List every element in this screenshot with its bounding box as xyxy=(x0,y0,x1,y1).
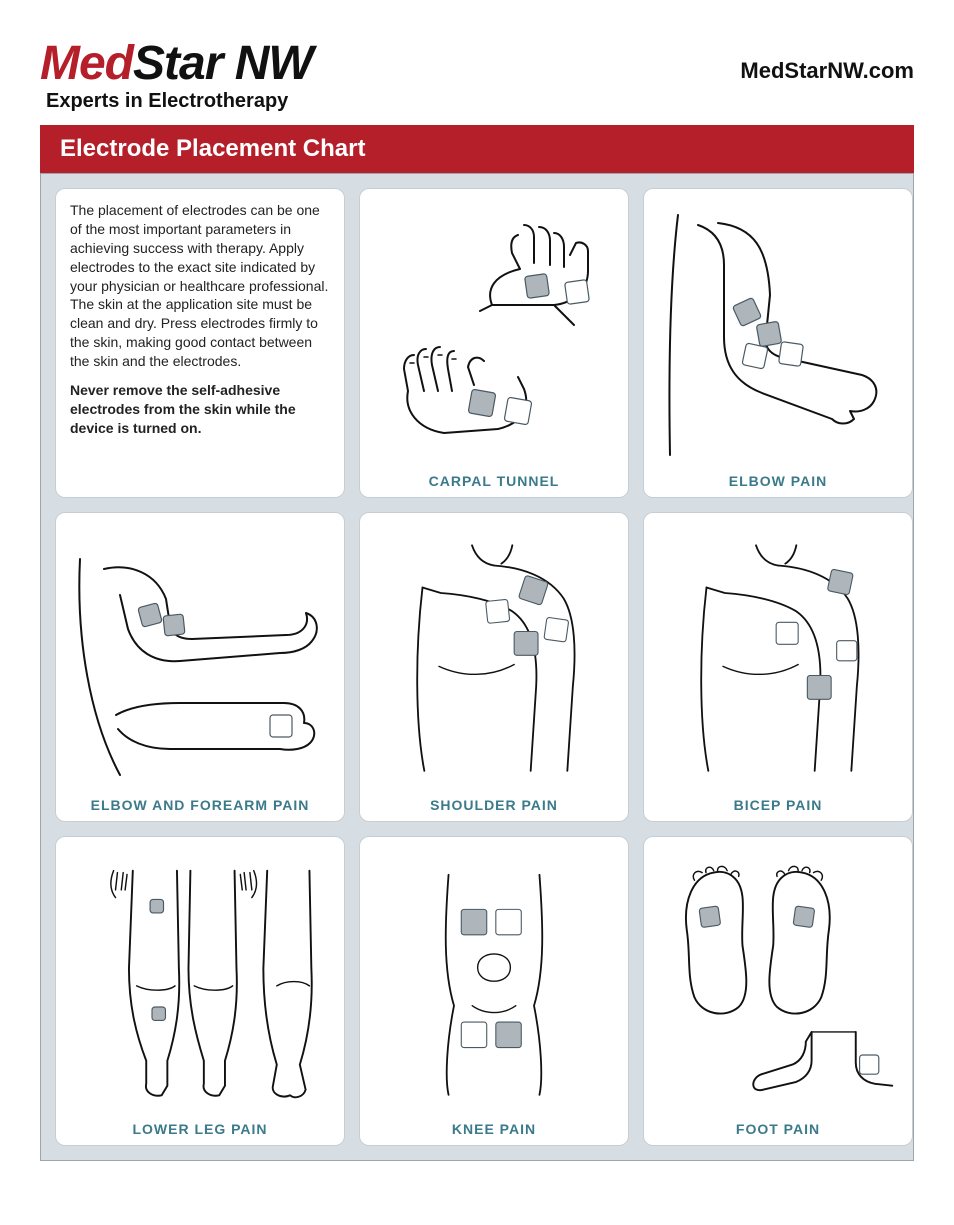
bicep-icon xyxy=(668,534,888,784)
intro-warning: Never remove the self-adhesive electrode… xyxy=(70,381,330,438)
logo-block: MedStar NW Experts in Electrotherapy xyxy=(40,40,313,113)
caption-bicep-pain: BICEP PAIN xyxy=(658,797,898,813)
diagram-lower-leg xyxy=(70,849,330,1117)
diagram-bicep-pain xyxy=(658,525,898,793)
panel-elbow-forearm: ELBOW AND FOREARM PAIN xyxy=(55,512,345,822)
panel-knee-pain: KNEE PAIN xyxy=(359,836,629,1146)
intro-panel: The placement of electrodes can be one o… xyxy=(55,188,345,498)
brand-logo: MedStar NW xyxy=(40,40,313,88)
panel-shoulder-pain: SHOULDER PAIN xyxy=(359,512,629,822)
caption-lower-leg: LOWER LEG PAIN xyxy=(70,1121,330,1137)
foot-icon xyxy=(658,863,898,1103)
chart-area: The placement of electrodes can be one o… xyxy=(40,173,914,1161)
logo-part-nw: NW xyxy=(222,37,312,90)
caption-knee-pain: KNEE PAIN xyxy=(374,1121,614,1137)
caption-carpal-tunnel: CARPAL TUNNEL xyxy=(374,473,614,489)
shoulder-icon xyxy=(384,534,604,784)
diagram-foot-pain xyxy=(658,849,898,1117)
intro-paragraph: The placement of electrodes can be one o… xyxy=(70,201,330,371)
panel-lower-leg: LOWER LEG PAIN xyxy=(55,836,345,1146)
hands-icon xyxy=(374,215,614,455)
diagram-elbow-forearm xyxy=(70,525,330,793)
panel-elbow-pain: ELBOW PAIN xyxy=(643,188,913,498)
diagram-knee-pain xyxy=(374,849,614,1117)
diagram-grid: The placement of electrodes can be one o… xyxy=(55,188,899,1146)
header: MedStar NW Experts in Electrotherapy Med… xyxy=(40,40,914,113)
site-url: MedStarNW.com xyxy=(740,58,914,84)
diagram-carpal-tunnel xyxy=(374,201,614,469)
legs-icon xyxy=(75,863,325,1103)
panel-carpal-tunnel: CARPAL TUNNEL xyxy=(359,188,629,498)
caption-elbow-forearm: ELBOW AND FOREARM PAIN xyxy=(70,797,330,813)
caption-foot-pain: FOOT PAIN xyxy=(658,1121,898,1137)
caption-shoulder-pain: SHOULDER PAIN xyxy=(374,797,614,813)
panel-bicep-pain: BICEP PAIN xyxy=(643,512,913,822)
brand-tagline: Experts in Electrotherapy xyxy=(46,90,313,113)
title-bar: Electrode Placement Chart xyxy=(40,125,914,173)
forearm-icon xyxy=(70,539,330,779)
diagram-shoulder-pain xyxy=(374,525,614,793)
page: MedStar NW Experts in Electrotherapy Med… xyxy=(0,0,954,1191)
panel-foot-pain: FOOT PAIN xyxy=(643,836,913,1146)
knee-icon xyxy=(394,863,594,1103)
logo-part-med: Med xyxy=(40,37,133,90)
caption-elbow-pain: ELBOW PAIN xyxy=(658,473,898,489)
diagram-elbow-pain xyxy=(658,201,898,469)
elbow-icon xyxy=(658,205,898,465)
logo-part-star: Star xyxy=(133,37,222,90)
